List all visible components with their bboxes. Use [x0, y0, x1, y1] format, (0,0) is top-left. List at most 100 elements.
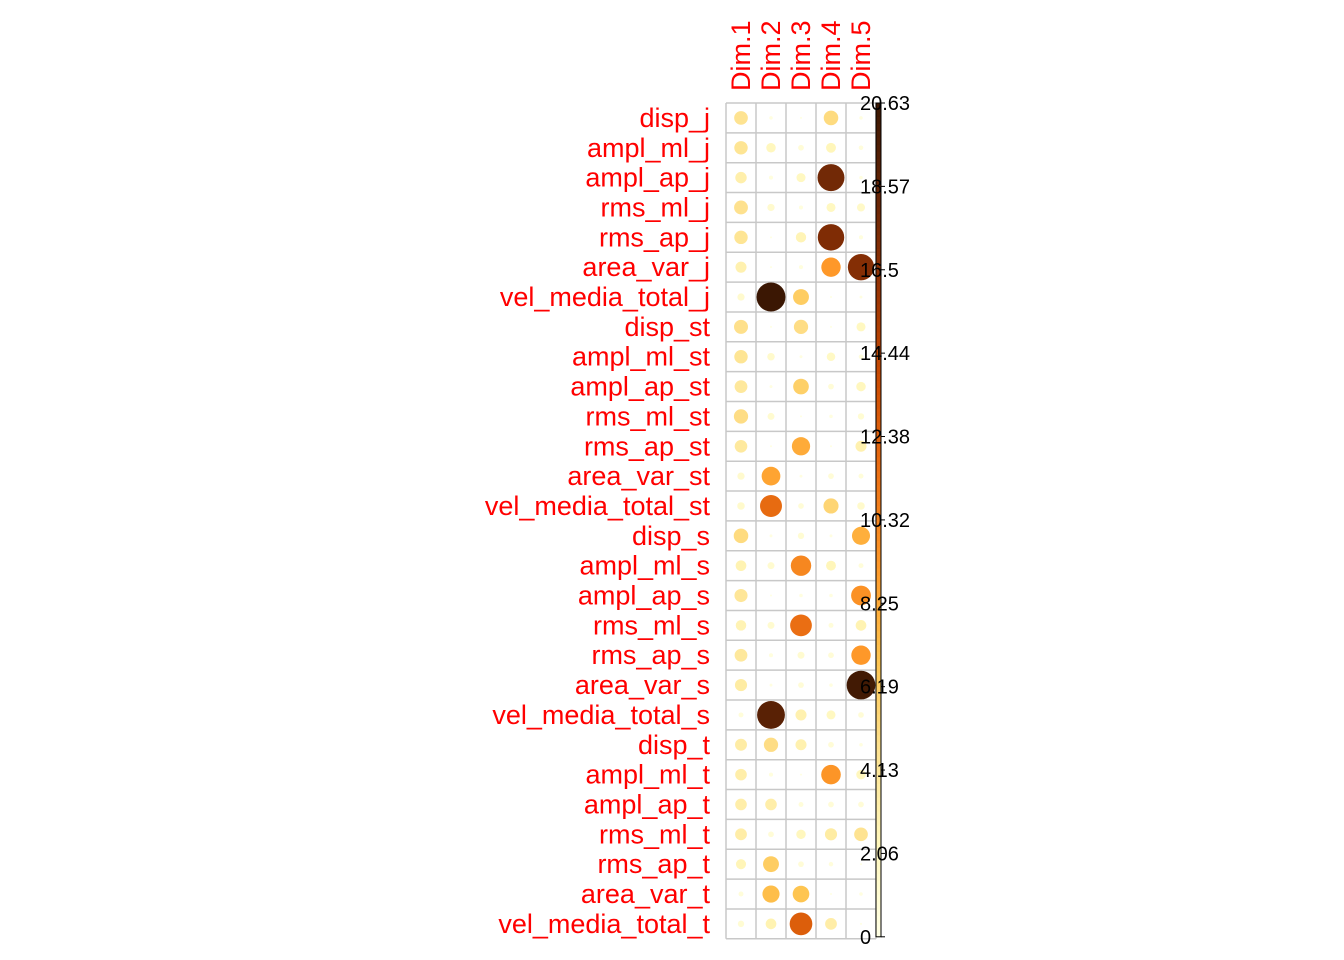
legend-gradient-segment — [876, 471, 881, 479]
value-dot — [799, 474, 803, 478]
value-dot — [792, 885, 810, 903]
value-dot — [854, 827, 868, 842]
legend-gradient-segment — [876, 144, 881, 153]
legend-gradient-segment — [876, 825, 881, 834]
row-label: area_var_st — [567, 461, 710, 491]
legend-gradient-segment — [876, 874, 881, 882]
value-dot — [735, 560, 747, 572]
legend-gradient-segment — [876, 721, 881, 729]
row-label: ampl_ml_t — [585, 760, 710, 790]
legend-gradient-segment — [876, 603, 881, 611]
row-label: rms_ap_t — [597, 849, 710, 879]
legend-tick-label: 16.5 — [860, 260, 899, 282]
legend-gradient-segment — [876, 193, 881, 201]
legend-gradient-segment — [876, 248, 881, 257]
legend-gradient-segment — [876, 179, 881, 187]
legend-tick-label: 12.38 — [860, 427, 910, 449]
legend-gradient-segment — [876, 318, 881, 326]
legend-gradient-segment — [876, 909, 881, 917]
legend-gradient-segment — [876, 492, 881, 500]
legend-gradient-segment — [876, 735, 881, 743]
legend-gradient-segment — [876, 464, 881, 472]
row-label: disp_s — [632, 521, 710, 551]
value-dot — [797, 651, 805, 659]
value-dot — [735, 768, 747, 781]
value-dot — [769, 236, 773, 239]
matrix-dots — [733, 110, 876, 936]
legend-gradient-segment — [876, 207, 881, 215]
legend-gradient-segment — [876, 624, 881, 632]
legend-gradient-segment — [876, 922, 881, 931]
value-dot — [737, 293, 745, 301]
value-dot — [735, 261, 747, 273]
value-dot — [858, 235, 864, 240]
row-label: ampl_ml_s — [579, 551, 710, 581]
legend-gradient-segment — [876, 415, 881, 424]
value-dot — [829, 593, 833, 598]
value-dot — [817, 224, 845, 251]
legend-tick-label: 4.13 — [860, 760, 899, 782]
legend-gradient-segment — [876, 151, 881, 160]
value-dot — [823, 110, 839, 126]
value-dot — [735, 171, 747, 184]
value-dot — [859, 295, 863, 299]
column-label: Dim.1 — [726, 20, 756, 91]
legend-gradient-segment — [876, 895, 881, 903]
legend-gradient-segment — [876, 749, 881, 757]
value-dot — [793, 319, 809, 335]
value-dot — [735, 859, 747, 870]
value-dot — [858, 563, 864, 569]
row-label: area_var_j — [582, 252, 710, 282]
value-dot — [859, 116, 863, 120]
value-dot — [767, 621, 775, 629]
value-dot — [851, 526, 871, 545]
legend-gradient-segment — [876, 172, 881, 181]
value-dot — [735, 738, 747, 751]
value-dot — [799, 773, 803, 776]
value-dot — [826, 142, 836, 153]
legend-gradient-segment — [876, 304, 881, 313]
value-dot — [789, 912, 813, 936]
value-dot — [734, 439, 748, 453]
legend-gradient-segment — [876, 297, 881, 306]
value-dot — [829, 325, 833, 328]
value-dot — [825, 917, 837, 930]
value-dot — [798, 144, 804, 151]
value-dot — [733, 528, 749, 544]
row-labels: disp_jampl_ml_jampl_ap_jrms_ml_jrms_ap_j… — [485, 103, 711, 939]
legend-gradient-segment — [876, 902, 881, 910]
legend-gradient-segment — [876, 888, 881, 896]
legend-gradient-segment — [876, 839, 881, 848]
row-label: ampl_ap_t — [584, 789, 711, 819]
legend-gradient-segment — [876, 867, 881, 875]
legend-gradient-segment — [876, 547, 881, 556]
row-label: vel_media_total_j — [500, 282, 710, 312]
legend-gradient-segment — [876, 137, 881, 146]
legend-tick-label: 8.25 — [860, 593, 899, 615]
value-dot — [829, 414, 833, 419]
value-dot — [828, 383, 834, 390]
legend-gradient-segment — [876, 853, 881, 861]
legend-gradient-segment — [876, 276, 881, 285]
value-dot — [767, 412, 775, 420]
legend-gradient-segment — [876, 478, 881, 486]
value-dot — [828, 652, 834, 659]
value-dot — [829, 683, 833, 687]
value-dot — [855, 620, 867, 631]
value-dot — [768, 653, 774, 658]
value-dot — [795, 709, 807, 721]
legend-gradient-segment — [876, 707, 881, 716]
legend-gradient-segment — [876, 408, 881, 417]
value-dot — [790, 614, 812, 637]
value-dot — [828, 861, 834, 867]
value-dot — [769, 594, 773, 597]
legend-gradient-segment — [876, 533, 881, 542]
value-dot — [859, 743, 863, 747]
legend-gradient-segment — [876, 915, 881, 924]
legend-gradient-segment — [876, 387, 881, 396]
value-dot — [798, 802, 804, 807]
value-dot — [856, 381, 866, 392]
value-dot — [821, 764, 841, 785]
value-dot — [738, 712, 744, 718]
legend-gradient-segment — [876, 686, 881, 695]
